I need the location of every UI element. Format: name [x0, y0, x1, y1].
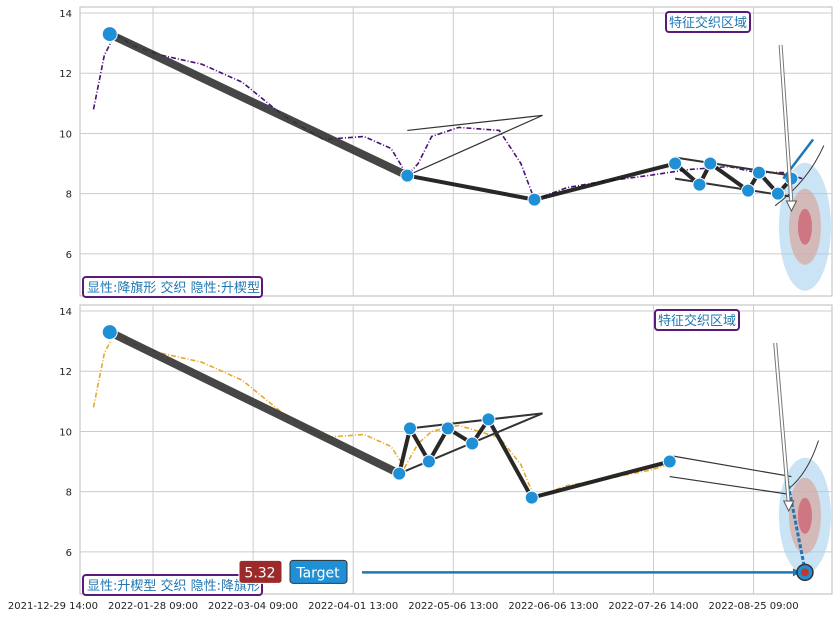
bottom-y-tick-label-0: 6: [66, 548, 72, 559]
bottom-zone-arrow-head: [782, 500, 795, 513]
top-zone-inner-ellipse: [797, 208, 812, 245]
bottom-zone-label-box: [654, 309, 740, 331]
top-y-tick-label-0: 6: [66, 250, 72, 261]
top-trend-marker-2: [527, 192, 542, 207]
bottom-trend-marker-4: [440, 421, 455, 436]
bottom-y-tick-label-2: 10: [59, 427, 72, 438]
top-plot-frame: [79, 6, 833, 297]
top-projection-arc: [774, 145, 825, 207]
top-zone-arrow-head: [785, 200, 798, 213]
top-trend-segment-1: [405, 173, 537, 202]
x-tick-label-3: 2022-04-01 13:00: [308, 601, 398, 612]
top-y-tick-label-3: 12: [59, 69, 72, 80]
x-axis-tick-labels: 2021-12-29 14:00 2022-01-28 09:00 2022-03-…: [8, 601, 799, 612]
bottom-trend-marker-7: [524, 490, 539, 505]
x-tick-label-2: 2022-03-04 09:00: [208, 601, 298, 612]
bottom-trend-marker-2: [403, 421, 418, 436]
bottom-trend-marker-5: [465, 436, 480, 451]
x-tick-label-4: 2022-05-06 13:00: [408, 601, 498, 612]
x-tick-label-6: 2022-07-26 14:00: [608, 601, 698, 612]
bottom-zone-inner-ellipse: [797, 497, 812, 534]
top-zone-label-box: [665, 11, 751, 33]
x-tick-label-1: 2022-01-28 09:00: [108, 601, 198, 612]
top-wedge-upper-line: [407, 114, 543, 132]
top-trend-marker-7: [751, 165, 766, 180]
target-badge-label: Target: [295, 565, 340, 581]
bottom-trend-segment-1: [397, 426, 413, 476]
bottom-y-tick-label-4: 14: [59, 307, 72, 318]
top-trend-marker-0: [101, 26, 118, 43]
top-trend-segment-2: [532, 161, 678, 202]
bottom-trend-marker-1: [392, 466, 407, 481]
top-wedge-lower-line: [407, 114, 543, 177]
top-trend-marker-4: [692, 177, 707, 192]
target-value-badge: [238, 559, 283, 584]
bottom-trend-marker-8: [662, 454, 677, 469]
bottom-projection-line: [784, 473, 807, 571]
top-trend-marker-6: [741, 183, 756, 198]
bottom-flag-lower-line: [669, 476, 792, 496]
bottom-y-tick-label-1: 8: [66, 488, 72, 499]
target-value-label: 5.32: [244, 565, 275, 581]
target-point-core: [800, 568, 809, 577]
top-trend-marker-5: [703, 156, 718, 171]
x-tick-label-0: 2021-12-29 14:00: [8, 601, 98, 612]
top-pattern-label-box: [82, 276, 263, 298]
top-trend-marker-3: [668, 156, 683, 171]
top-trend-marker-1: [400, 168, 415, 183]
top-y-tick-label-4: 14: [59, 9, 72, 20]
top-trend-segment-5: [708, 161, 751, 193]
bottom-pattern-label: 显性:升楔型 交织 隐性:降旗形: [87, 578, 260, 594]
bottom-trend-marker-6: [481, 412, 496, 427]
bottom-wedge-upper-line: [409, 412, 543, 430]
top-pattern-label: 显性:降旗形 交织 隐性:升楔型: [87, 280, 260, 296]
top-flag-upper-line: [674, 156, 792, 177]
top-y-tick-label-2: 10: [59, 129, 72, 140]
x-tick-label-5: 2022-06-06 13:00: [508, 601, 598, 612]
top-trend-marker-8: [770, 186, 785, 201]
top-zone-label: 特征交织区域: [669, 15, 747, 31]
bottom-projection-arc: [788, 440, 819, 490]
bottom-y-tick-label-3: 12: [59, 367, 72, 378]
x-tick-label-7: 2022-08-25 09:00: [708, 601, 798, 612]
bottom-trend-segment-7: [529, 459, 672, 500]
bottom-trend-marker-3: [421, 454, 436, 469]
bottom-zone-label: 特征交织区域: [658, 313, 736, 329]
bottom-trend-marker-0: [101, 324, 118, 341]
bottom-flag-upper-line: [669, 454, 792, 478]
top-trend-segment-0: [105, 30, 412, 180]
top-zone-arrow-shaft-inner: [779, 44, 793, 204]
bottom-pattern-label-box: [82, 574, 263, 596]
target-badge: [289, 559, 348, 584]
top-y-tick-label-1: 8: [66, 190, 72, 201]
bottom-zone-arrow-shaft-inner: [774, 342, 790, 504]
bottom-trend-segment-0: [105, 328, 404, 478]
